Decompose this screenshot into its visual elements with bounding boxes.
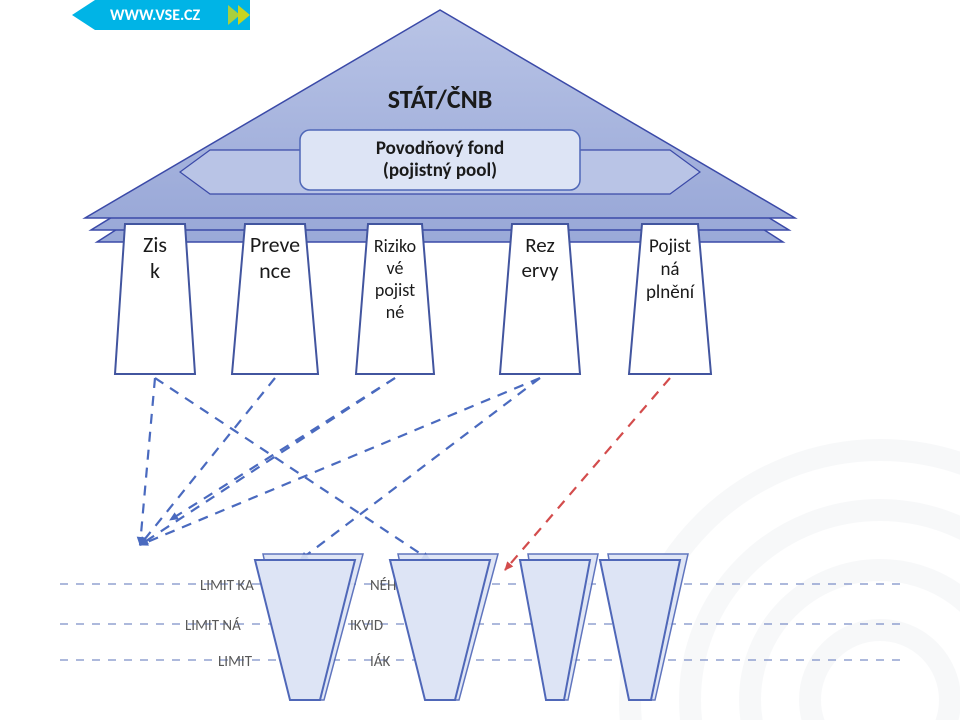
bg-ring — [810, 630, 950, 720]
arrow-blue — [140, 378, 275, 545]
limit-label-left: LIMIT — [218, 653, 253, 671]
pillar-label: plnění — [646, 281, 696, 304]
limit-label-left: LIMIT KA — [200, 577, 254, 595]
bg-ring — [690, 510, 960, 720]
limit-label-right: IÁK — [370, 653, 390, 671]
arrow-blue — [140, 378, 540, 545]
pillar-label: vé — [387, 257, 404, 279]
arrow-blue — [300, 378, 540, 560]
arrow-blue — [155, 378, 430, 560]
limit-label-left: LIMIT NÁ — [185, 617, 241, 635]
pillar-label: ná — [660, 258, 679, 281]
roof-title: STÁT/ČNB — [388, 83, 493, 115]
limit-label-right: IKVID — [350, 617, 383, 635]
pillar-label: Riziko — [374, 235, 416, 257]
pillar-label: né — [386, 301, 404, 323]
vse-badge-text: WWW.VSE.CZ — [110, 6, 201, 25]
subtitle-line: Povodňový fond — [376, 137, 504, 160]
arrow-blue — [170, 378, 395, 520]
arrow-blue — [140, 378, 155, 545]
pillar-label: Preve — [250, 231, 300, 258]
subtitle-line: (pojistný pool) — [383, 159, 497, 182]
arrow-red — [505, 378, 670, 570]
pillar-label: Rez — [525, 232, 555, 258]
pillar-label: pojist — [375, 279, 415, 301]
pillar-label: Pojist — [649, 235, 692, 258]
pillar-label: k — [150, 257, 160, 284]
vse-badge: WWW.VSE.CZ — [72, 0, 250, 30]
pillar-label: nce — [259, 257, 291, 284]
pillar-label: ervy — [521, 257, 559, 283]
pillar-label: Zis — [143, 231, 167, 258]
